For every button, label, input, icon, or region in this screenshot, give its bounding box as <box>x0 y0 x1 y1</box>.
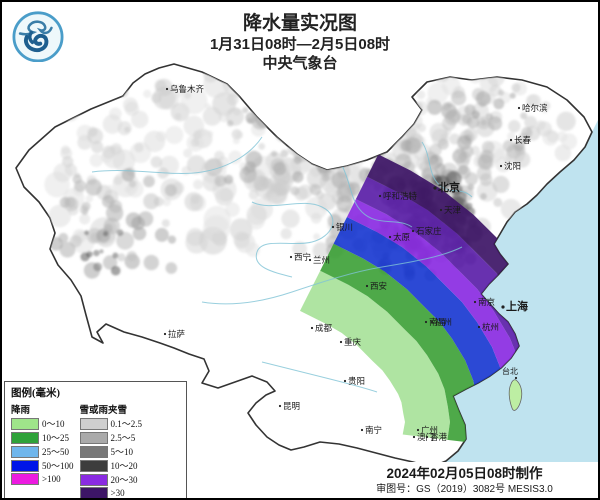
svg-text:天津: 天津 <box>444 205 462 215</box>
svg-text:乌鲁木齐: 乌鲁木齐 <box>170 84 205 94</box>
svg-text:兰州: 兰州 <box>313 255 330 265</box>
svg-text:哈尔滨: 哈尔滨 <box>522 103 548 113</box>
svg-text:石家庄: 石家庄 <box>416 226 442 236</box>
svg-text:南昌: 南昌 <box>429 317 446 327</box>
svg-text:昆明: 昆明 <box>283 401 300 411</box>
svg-text:沈阳: 沈阳 <box>504 161 521 171</box>
svg-text:西安: 西安 <box>370 281 387 291</box>
svg-text:南京: 南京 <box>478 297 495 307</box>
svg-text:上海: 上海 <box>506 299 528 313</box>
svg-text:呼和浩特: 呼和浩特 <box>383 191 418 201</box>
svg-text:拉萨: 拉萨 <box>168 329 186 339</box>
svg-text:贵阳: 贵阳 <box>348 376 365 386</box>
svg-text:香港: 香港 <box>430 432 448 442</box>
svg-text:杭州: 杭州 <box>482 322 499 332</box>
svg-text:南宁: 南宁 <box>365 425 382 435</box>
svg-text:太原: 太原 <box>393 232 410 242</box>
svg-text:银川: 银川 <box>336 222 353 232</box>
svg-text:长春: 长春 <box>514 135 532 145</box>
svg-text:北京: 北京 <box>438 180 460 194</box>
svg-text:重庆: 重庆 <box>344 337 362 347</box>
svg-text:西宁: 西宁 <box>294 252 311 262</box>
svg-text:成都: 成都 <box>315 323 333 333</box>
svg-text:台北: 台北 <box>502 366 518 376</box>
